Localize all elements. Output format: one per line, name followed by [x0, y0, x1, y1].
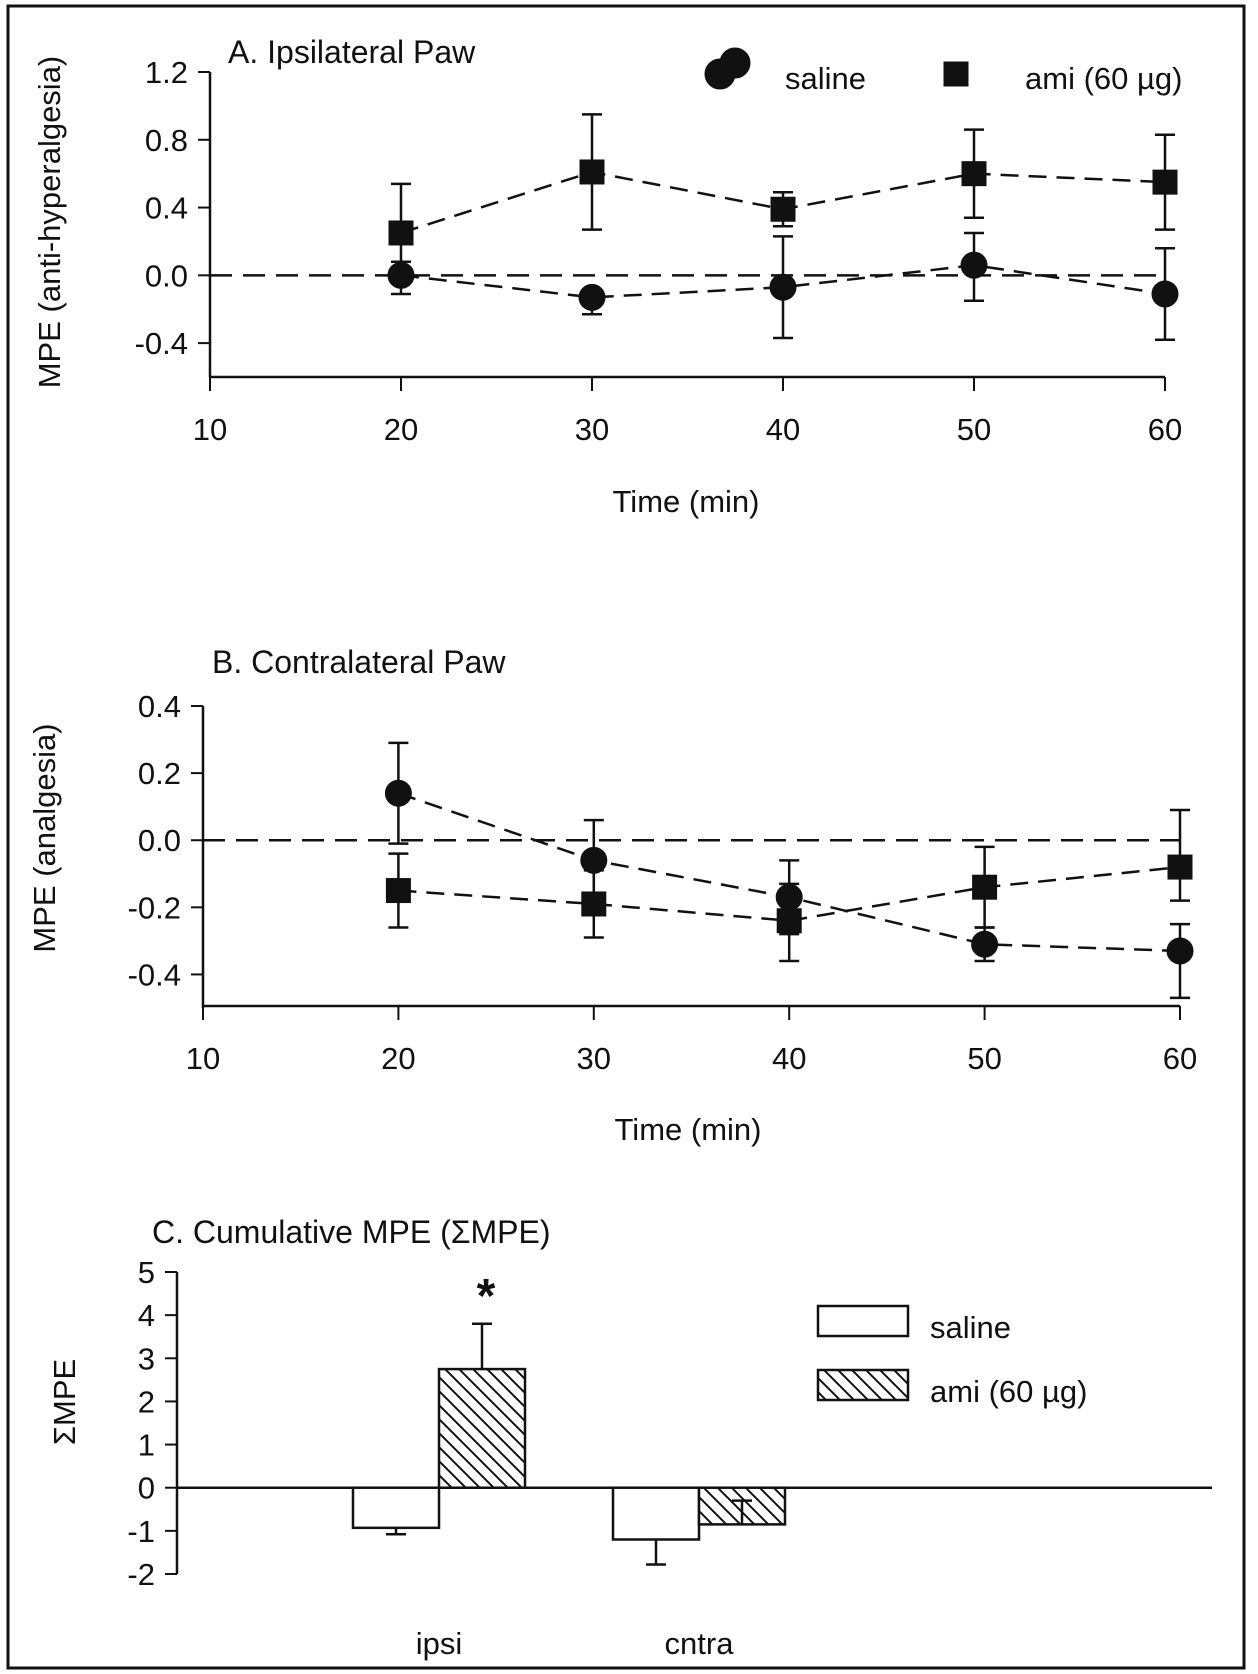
saline-point	[960, 251, 988, 279]
panel-c-y-axis-label: ΣMPE	[47, 1359, 82, 1445]
saline-point	[578, 283, 606, 311]
saline-bar-cntra	[611, 1486, 701, 1541]
y-tick-label: 4	[138, 1298, 155, 1333]
x-tick-label: 10	[186, 1041, 220, 1076]
x-tick-label: 20	[384, 412, 418, 447]
ami-point	[1167, 854, 1193, 880]
y-tick-label: -0.2	[128, 890, 181, 925]
panel-b-title: B. Contralateral Paw	[212, 644, 506, 680]
significance-asterisk: *	[477, 1270, 496, 1323]
ami-point	[770, 196, 796, 222]
y-tick-label: -1	[127, 1514, 155, 1549]
category-label-ipsi: ipsi	[416, 1626, 463, 1661]
legend-saline-swatch	[816, 1304, 910, 1338]
ami-point	[961, 161, 987, 187]
panel-a-x-axis-label: Time (min)	[613, 484, 760, 519]
ami-point	[579, 159, 605, 185]
panel-c: C. Cumulative MPE (ΣMPE) ΣMPE 5 4 3 2 1 0 -1 -2…	[47, 1214, 1212, 1661]
panel-c-axes: 5 4 3 2 1 0 -1 -2 ipsi cntra	[127, 1255, 1212, 1661]
panel-c-bars	[351, 1322, 787, 1566]
x-tick-label: 30	[575, 412, 609, 447]
ami-point	[972, 874, 998, 900]
y-tick-label: 0.8	[145, 123, 188, 158]
legend-ami-label: ami (60 µg)	[1025, 61, 1182, 96]
ami-point	[581, 891, 607, 917]
ami-point	[388, 220, 414, 246]
x-tick-label: 40	[766, 412, 800, 447]
panel-b-y-axis-label: MPE (analgesia)	[27, 723, 62, 952]
panel-b: B. Contralateral Paw MPE (analgesia) Tim…	[27, 644, 1197, 1147]
panel-b-series	[203, 741, 1194, 1000]
saline-point	[769, 273, 797, 301]
y-tick-label: -0.4	[128, 957, 181, 992]
category-label-cntra: cntra	[665, 1626, 735, 1661]
x-tick-label: 30	[577, 1041, 611, 1076]
y-tick-label: 0.2	[138, 756, 181, 791]
y-tick-label: 1	[138, 1428, 155, 1463]
x-tick-label: 50	[957, 412, 991, 447]
x-tick-label: 20	[381, 1041, 415, 1076]
legend-saline-circle-marker	[719, 47, 751, 79]
ami-point	[1152, 169, 1178, 195]
legend-saline-label: saline	[930, 1310, 1011, 1345]
panel-b-x-axis-label: Time (min)	[615, 1112, 762, 1147]
panel-a-legend: saline ami (60 µg)	[704, 47, 1182, 96]
y-tick-label: -2	[127, 1557, 155, 1592]
panel-c-legend: saline ami (60 µg)	[816, 1304, 1087, 1409]
x-tick-label: 10	[193, 412, 227, 447]
saline-point	[1166, 937, 1194, 965]
ami-point	[776, 908, 802, 934]
saline-bar-ipsi	[351, 1486, 441, 1530]
ami-series-line	[398, 865, 1181, 923]
y-tick-label: 0.4	[138, 689, 181, 724]
y-tick-label: 1.2	[145, 55, 188, 90]
ami-bar-ipsi	[437, 1367, 527, 1489]
y-tick-label: 0.4	[145, 191, 188, 226]
saline-series-line	[400, 263, 1166, 299]
panel-a-axes: 1.2 0.8 0.4 0.0 -0.4 10 20 30 40 50 60	[135, 55, 1183, 447]
panel-b-axes: 0.4 0.2 0.0 -0.2 -0.4 10 20 30 40 50 60	[128, 689, 1198, 1076]
figure-frame	[6, 4, 1246, 1670]
panel-a-series	[210, 113, 1179, 341]
y-tick-label: 3	[138, 1341, 155, 1376]
y-tick-label: 5	[138, 1255, 155, 1290]
legend-ami-label: ami (60 µg)	[930, 1374, 1087, 1409]
saline-point	[384, 779, 412, 807]
x-tick-label: 60	[1163, 1041, 1197, 1076]
y-tick-label: 0	[138, 1471, 155, 1506]
x-tick-label: 40	[772, 1041, 806, 1076]
panel-a-y-axis-label: MPE (anti-hyperalgesia)	[32, 56, 67, 389]
legend-ami-swatch	[816, 1368, 910, 1402]
y-tick-label: -0.4	[135, 326, 188, 361]
x-tick-label: 50	[967, 1041, 1001, 1076]
ami-point	[385, 878, 411, 904]
y-tick-label: 0.0	[138, 823, 181, 858]
legend-saline-label: saline	[785, 61, 866, 96]
y-tick-label: 0.0	[145, 258, 188, 293]
y-tick-label: 2	[138, 1384, 155, 1419]
saline-point	[971, 930, 999, 958]
panel-a-title: A. Ipsilateral Paw	[228, 34, 476, 70]
x-tick-label: 60	[1148, 412, 1182, 447]
panel-a: A. Ipsilateral Paw MPE (anti-hyperalgesi…	[32, 34, 1182, 519]
legend-ami-square-marker	[943, 61, 969, 87]
saline-point	[1151, 280, 1179, 308]
panel-c-title: C. Cumulative MPE (ΣMPE)	[152, 1214, 551, 1250]
